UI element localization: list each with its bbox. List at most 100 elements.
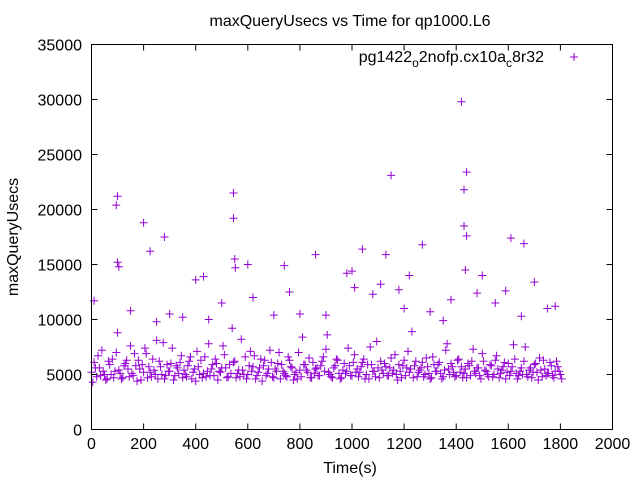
data-point bbox=[186, 352, 195, 361]
data-point bbox=[256, 355, 265, 364]
data-point bbox=[198, 373, 207, 382]
data-point bbox=[521, 343, 530, 351]
data-point bbox=[315, 371, 324, 380]
data-point bbox=[504, 359, 513, 368]
data-point bbox=[394, 360, 403, 369]
data-point bbox=[170, 371, 179, 380]
data-point bbox=[549, 373, 558, 382]
data-point bbox=[228, 324, 237, 333]
data-point bbox=[189, 368, 198, 377]
data-point bbox=[104, 357, 113, 366]
data-point bbox=[424, 369, 433, 378]
data-point bbox=[312, 363, 321, 372]
data-point bbox=[291, 368, 300, 377]
data-point bbox=[392, 370, 401, 379]
data-point bbox=[267, 358, 276, 367]
data-point bbox=[398, 361, 407, 370]
data-point bbox=[161, 371, 170, 380]
data-point bbox=[553, 362, 562, 371]
data-point bbox=[230, 357, 239, 366]
data-point bbox=[518, 370, 527, 379]
data-point bbox=[450, 372, 459, 381]
data-point bbox=[531, 359, 540, 368]
data-point bbox=[367, 360, 376, 369]
data-point bbox=[299, 360, 308, 369]
data-point bbox=[534, 376, 543, 384]
data-point bbox=[556, 370, 565, 379]
data-point bbox=[487, 361, 496, 370]
data-point bbox=[469, 345, 478, 354]
data-point bbox=[380, 359, 389, 368]
data-point bbox=[359, 355, 368, 364]
data-point bbox=[284, 352, 293, 361]
data-point bbox=[460, 222, 469, 230]
data-point bbox=[252, 371, 261, 380]
data-point bbox=[411, 357, 420, 366]
data-point bbox=[471, 369, 480, 378]
data-point bbox=[117, 374, 126, 383]
data-point bbox=[249, 362, 258, 371]
data-point bbox=[308, 358, 317, 367]
data-point bbox=[432, 367, 441, 376]
data-point bbox=[152, 336, 161, 345]
data-point bbox=[401, 371, 410, 380]
data-point bbox=[366, 343, 375, 351]
data-point bbox=[113, 258, 122, 267]
data-point bbox=[350, 283, 359, 292]
data-point bbox=[473, 289, 482, 298]
data-point bbox=[166, 359, 175, 368]
data-point bbox=[182, 372, 191, 381]
data-point bbox=[427, 373, 436, 382]
data-point bbox=[160, 233, 169, 241]
data-point bbox=[105, 360, 114, 369]
data-point bbox=[474, 363, 483, 372]
data-point bbox=[152, 317, 161, 326]
data-point bbox=[543, 304, 552, 313]
y-axis-label: maxQueryUsecs bbox=[5, 178, 22, 296]
data-point bbox=[193, 347, 202, 356]
data-point bbox=[414, 368, 423, 377]
data-point bbox=[176, 358, 185, 367]
data-point bbox=[229, 189, 238, 197]
data-point bbox=[247, 367, 256, 376]
data-point bbox=[280, 261, 289, 270]
data-point bbox=[172, 361, 181, 370]
y-axis: 0 5000 10000 15000 20000 25000 30000 35000 bbox=[38, 38, 613, 440]
data-point bbox=[345, 361, 354, 370]
data-point bbox=[480, 366, 489, 375]
data-point bbox=[275, 348, 284, 357]
y-tick-label: 30000 bbox=[38, 93, 83, 110]
data-point bbox=[260, 356, 269, 365]
x-tick-label: 200 bbox=[130, 436, 157, 453]
data-point bbox=[448, 362, 457, 371]
data-point bbox=[140, 344, 149, 353]
data-point bbox=[295, 310, 304, 318]
data-point bbox=[268, 372, 277, 381]
data-point bbox=[443, 339, 452, 348]
data-point bbox=[320, 367, 329, 376]
data-point bbox=[281, 371, 290, 380]
legend-marker bbox=[570, 53, 578, 61]
data-point bbox=[342, 269, 351, 278]
data-point bbox=[135, 365, 144, 373]
data-point bbox=[493, 365, 502, 373]
data-point bbox=[349, 358, 358, 367]
x-tick-label: 800 bbox=[287, 436, 314, 453]
data-point bbox=[358, 245, 367, 254]
data-point bbox=[204, 339, 213, 348]
data-point bbox=[153, 374, 162, 383]
data-point bbox=[206, 371, 215, 380]
data-point bbox=[110, 367, 119, 376]
x-tick-label: 1200 bbox=[386, 436, 422, 453]
data-point bbox=[530, 278, 539, 287]
data-point bbox=[249, 293, 258, 302]
data-point bbox=[332, 355, 341, 364]
data-point bbox=[155, 357, 164, 366]
data-point bbox=[381, 362, 390, 371]
x-tick-label: 1600 bbox=[491, 436, 527, 453]
data-point bbox=[196, 356, 205, 365]
data-point bbox=[258, 377, 267, 386]
data-point bbox=[418, 358, 427, 367]
x-axis: 0 200 400 600 800 1000 1200 1400 1600 1800 2000 bbox=[87, 44, 630, 453]
data-point bbox=[245, 361, 254, 370]
